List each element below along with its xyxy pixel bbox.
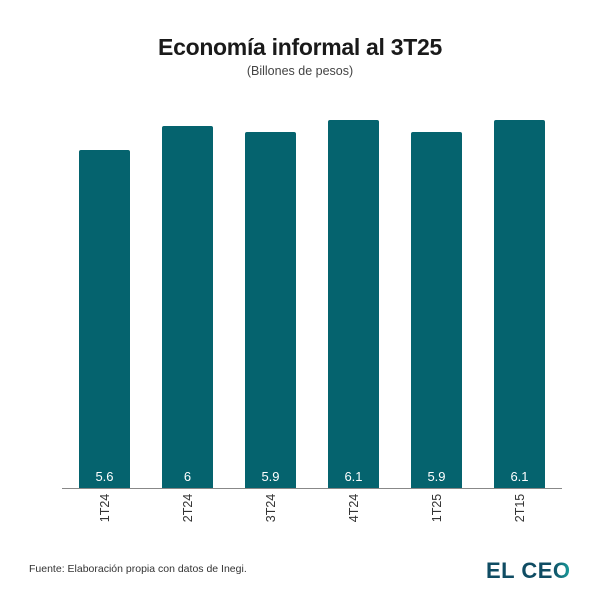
x-tick: 3T24 — [245, 493, 296, 533]
logo-text: EL CE — [486, 558, 553, 583]
x-tick-label: 1T24 — [97, 493, 112, 522]
bar-1t24: 5.6 — [79, 150, 130, 488]
bar-value-label: 6.1 — [510, 469, 529, 484]
chart-subtitle: (Billones de pesos) — [246, 64, 354, 78]
bar-2t24: 6 — [162, 126, 213, 488]
x-tick: 4T24 — [328, 493, 379, 533]
x-tick-label: 4T24 — [346, 493, 361, 522]
bar-1t25: 5.9 — [411, 132, 462, 488]
x-tick-label: 3T24 — [263, 493, 278, 522]
bar-value-label: 5.9 — [261, 469, 280, 484]
bar-value-label: 6 — [183, 469, 192, 484]
x-tick: 1T24 — [79, 493, 130, 533]
bar-value-label: 5.9 — [427, 469, 446, 484]
chart-title: Economía informal al 3T25 — [158, 34, 442, 60]
x-tick: 1T25 — [411, 493, 462, 533]
logo-o: O — [552, 558, 571, 583]
bar-3t24: 5.9 — [245, 132, 296, 488]
bar-2t15: 6.1 — [494, 120, 545, 488]
x-tick-label: 2T15 — [512, 493, 527, 522]
x-tick: 2T15 — [494, 493, 545, 533]
x-axis-line — [62, 488, 562, 489]
x-tick-label: 1T25 — [429, 493, 444, 522]
bar-value-label: 6.1 — [344, 469, 363, 484]
x-tick: 2T24 — [162, 493, 213, 533]
el-ceo-logo: EL CEO — [486, 558, 571, 584]
bar-value-label: 5.6 — [95, 469, 114, 484]
source-note: Fuente: Elaboración propia con datos de … — [29, 563, 247, 575]
x-tick-label: 2T24 — [180, 493, 195, 522]
bar-4t24: 6.1 — [328, 120, 379, 488]
